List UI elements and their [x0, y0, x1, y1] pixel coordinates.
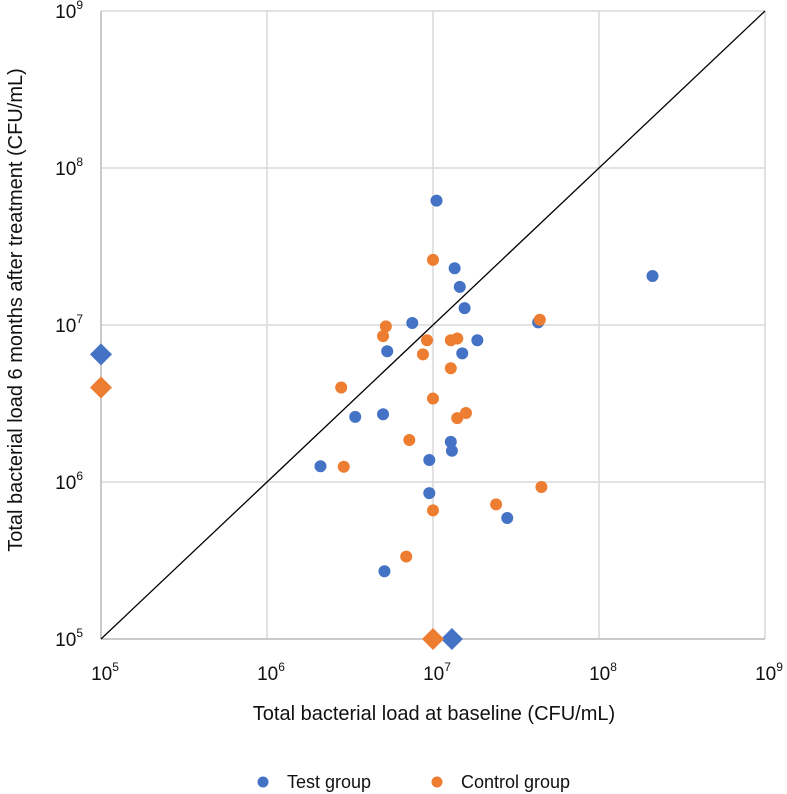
legend-marker-test-group: [257, 776, 269, 788]
x-axis-title: Total bacterial load at baseline (CFU/mL…: [253, 703, 615, 725]
test-group-diamond-point-1: [440, 628, 463, 650]
control-group-point-10: [427, 392, 439, 405]
test-group-point-0: [430, 194, 443, 207]
test-group-point-3: [458, 302, 471, 315]
y-tick-label-3: 108: [55, 155, 83, 180]
test-group-point-15: [423, 454, 436, 467]
test-group-point-12: [444, 435, 457, 448]
control-group-point-17: [427, 504, 439, 517]
test-group-point-18: [378, 565, 391, 578]
legend-marker-control-group: [431, 776, 443, 788]
x-tick-label-3: 108: [589, 660, 617, 685]
legend-item-test-group[interactable]: Test group: [257, 772, 372, 792]
control-group-point-0: [427, 253, 439, 266]
control-group-point-12: [451, 412, 464, 425]
control-group-point-16: [490, 498, 503, 511]
control-group-point-15: [535, 480, 548, 493]
test-group-point-9: [456, 347, 469, 360]
x-tick-label-4: 109: [755, 660, 783, 685]
test-group-point-6: [646, 270, 659, 283]
control-group-point-9: [335, 381, 348, 394]
control-group-diamond-point-1: [422, 628, 444, 650]
control-group-point-6: [444, 334, 457, 347]
y-tick-label-4: 109: [55, 0, 83, 23]
y-axis-title: Total bacterial load 6 months after trea…: [5, 68, 27, 552]
control-group-point-11: [459, 407, 472, 420]
control-group-diamond-point-0: [90, 376, 112, 399]
legend: Test group Control group: [257, 772, 571, 792]
control-group-point-18: [400, 550, 413, 563]
test-group-point-11: [377, 408, 390, 421]
x-tick-label-2: 107: [423, 660, 451, 685]
test-group-point-10: [349, 410, 362, 423]
control-group-point-3: [377, 330, 390, 343]
test-group-point-7: [471, 334, 484, 347]
legend-label-test-group: Test group: [287, 772, 371, 792]
y-tick-label-1: 106: [55, 469, 83, 494]
control-group-point-8: [444, 362, 457, 375]
test-group-point-2: [453, 280, 466, 293]
data-points: [90, 194, 659, 650]
legend-label-control-group: Control group: [461, 772, 570, 792]
control-group-point-13: [403, 434, 416, 447]
control-group-point-4: [420, 334, 433, 347]
x-tick-label-1: 106: [257, 660, 285, 685]
x-tick-labels: 105 106 107 108 109: [91, 660, 783, 685]
test-group-point-16: [423, 487, 436, 500]
test-group-point-4: [406, 316, 419, 329]
control-group-point-1: [533, 313, 546, 326]
test-group-diamond-point-0: [90, 343, 112, 366]
identity-reference-line: [100, 10, 766, 640]
control-group-point-14: [337, 460, 350, 473]
control-group-point-7: [416, 348, 429, 361]
x-tick-label-0: 105: [91, 660, 119, 685]
test-group-point-17: [501, 511, 514, 524]
y-tick-label-2: 107: [55, 312, 83, 337]
test-group-point-8: [381, 345, 394, 358]
test-group-point-13: [445, 444, 458, 457]
y-tick-label-0: 105: [55, 626, 83, 651]
control-group-point-2: [379, 320, 392, 333]
legend-item-control-group[interactable]: Control group: [431, 772, 571, 792]
test-group-point-14: [314, 460, 327, 473]
test-group-point-1: [448, 262, 461, 275]
y-tick-labels: 105 106 107 108 109: [55, 0, 83, 651]
